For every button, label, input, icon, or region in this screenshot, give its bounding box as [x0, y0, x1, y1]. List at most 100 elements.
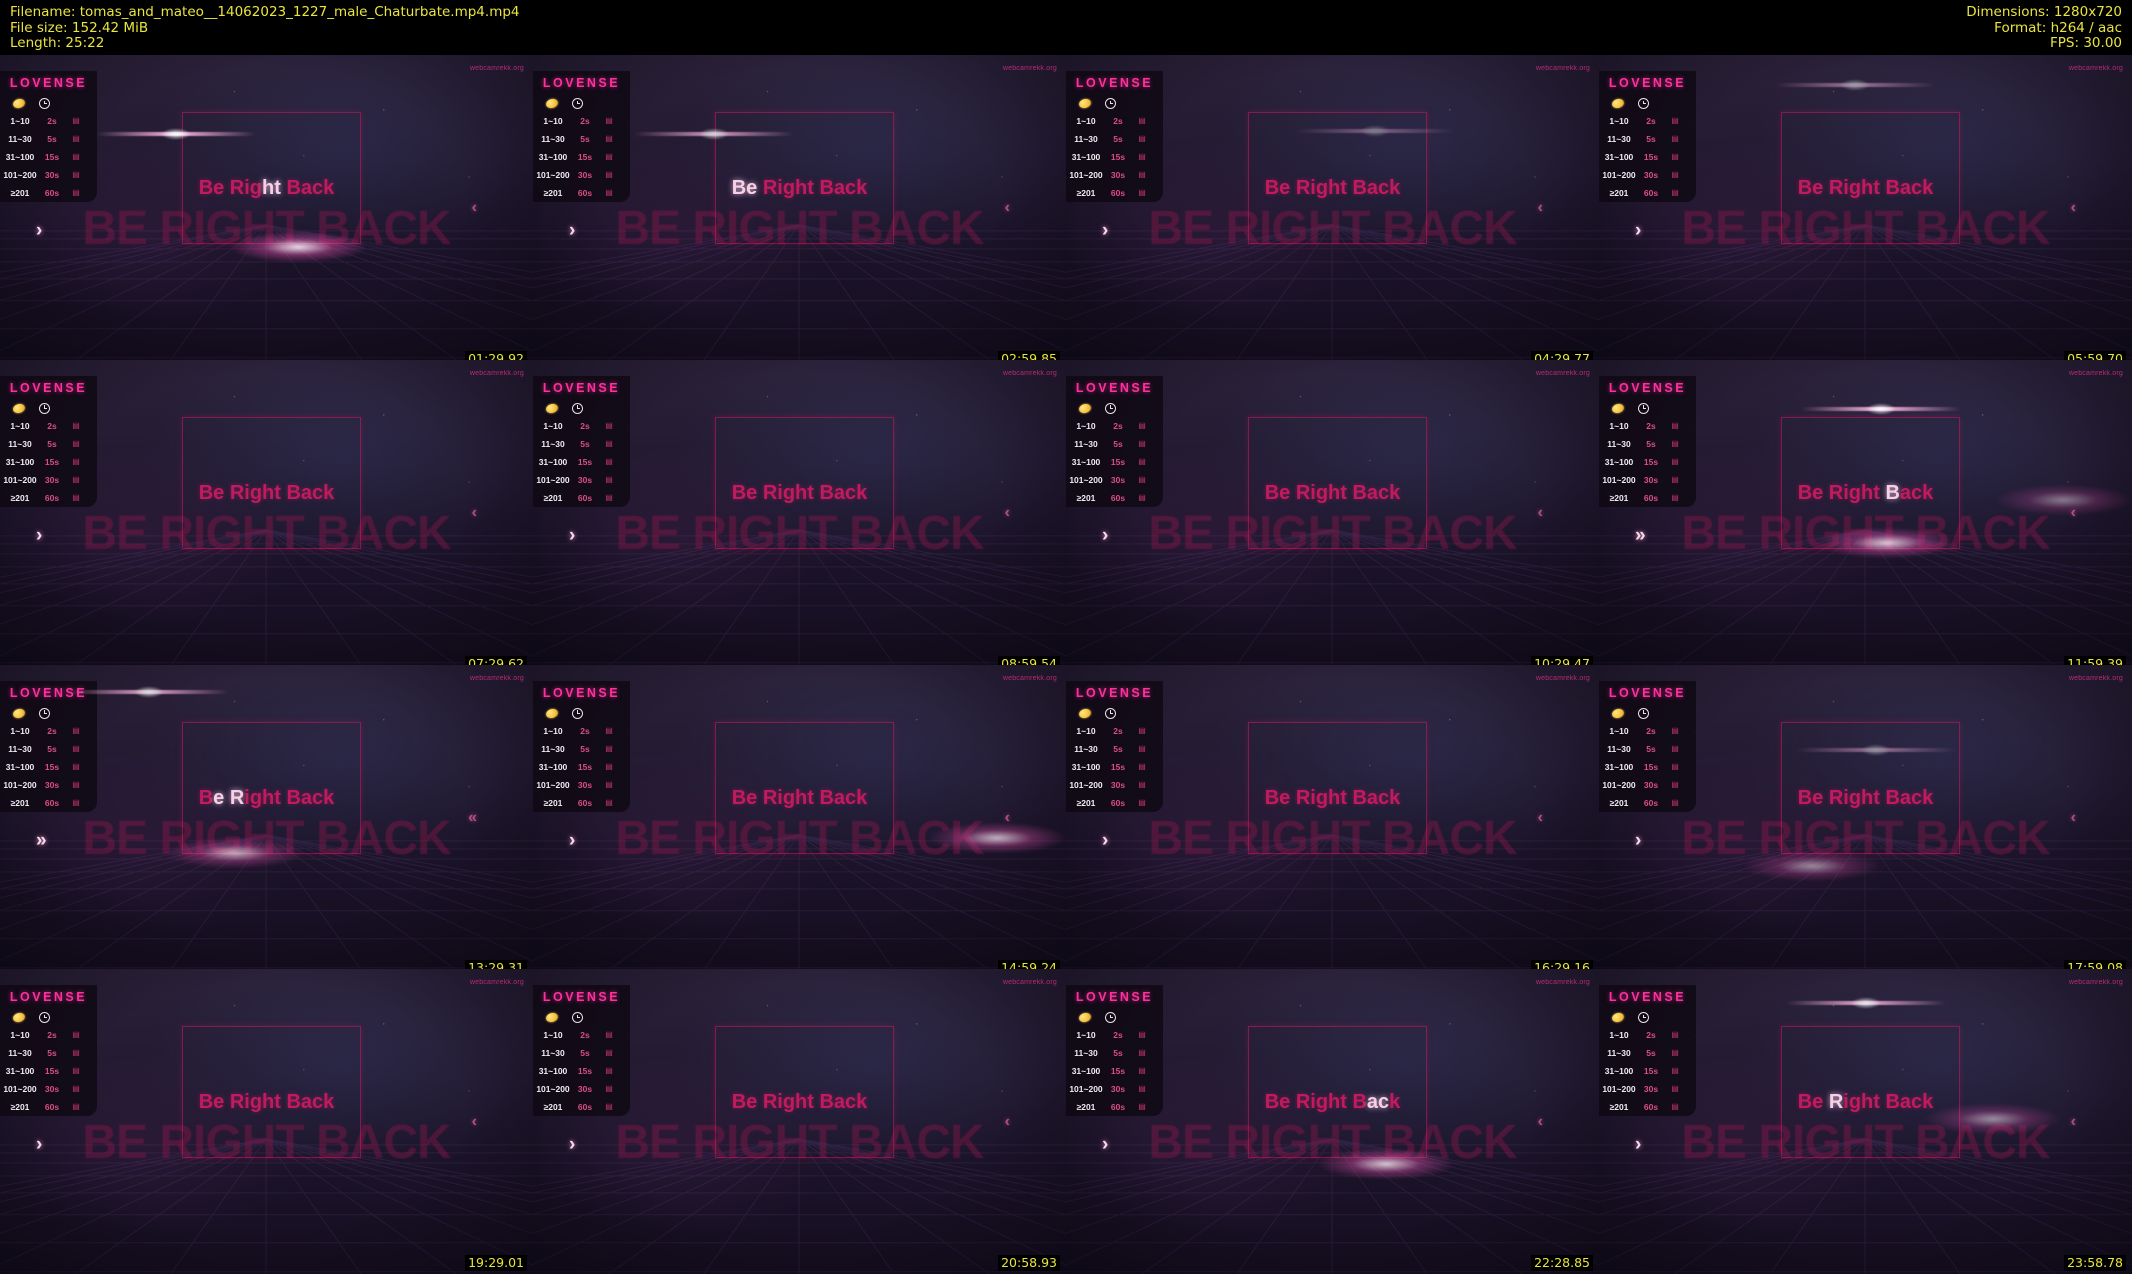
vibration-duration: 5s — [1113, 438, 1123, 449]
menu-icon: ▤ — [1671, 761, 1679, 771]
token-range: 101~200 — [1069, 474, 1103, 485]
coin-icon — [1611, 402, 1625, 415]
vibration-duration: 15s — [1643, 761, 1659, 772]
token-range: 31~100 — [1604, 456, 1634, 467]
vibration-duration: 5s — [580, 743, 590, 754]
tip-menu-row: 1~10 2s ▤ — [1066, 722, 1163, 740]
lens-flare-streak — [1796, 747, 1957, 752]
clock-icon — [1638, 707, 1649, 719]
lens-flare-streak — [95, 132, 256, 137]
menu-icon: ▤ — [605, 134, 613, 143]
token-range: ≥201 — [1609, 797, 1629, 808]
token-range: 31~100 — [1071, 1066, 1101, 1077]
lens-flare-glow — [1315, 1148, 1456, 1181]
tip-menu-rows: 1~10 2s ▤ 11~30 5s ▤ 31~100 15s ▤ 101~200 30s ▤ ≥201… — [1066, 722, 1163, 812]
tip-menu-row: ≥201 60s ▤ — [533, 489, 630, 507]
vibration-duration: 60s — [1643, 1102, 1659, 1113]
menu-icon: ▤ — [605, 1102, 613, 1112]
lovense-tip-menu: LOVENSE 1~10 2s ▤ 11~30 5s ▤ 31~100 15s ▤ 101~200… — [1066, 680, 1163, 812]
token-range: 101~200 — [1602, 170, 1636, 180]
token-range: ≥201 — [1076, 492, 1096, 503]
coin-icon — [545, 707, 559, 719]
vibration-duration: 2s — [1113, 420, 1123, 431]
lens-flare-glow — [164, 837, 305, 870]
vibration-duration: 2s — [580, 420, 590, 431]
lens-flare-streak — [1774, 83, 1935, 88]
vibration-duration: 30s — [44, 170, 60, 180]
lovense-logo: LOVENSE — [1075, 380, 1154, 395]
menu-icon: ▤ — [72, 420, 80, 430]
thumbnail-grid: BE RIGHT BACK Be Right Back LOVENSE 1~10… — [0, 55, 2132, 1274]
menu-icon: ▤ — [72, 188, 80, 197]
token-range: 101~200 — [3, 170, 37, 180]
vibration-duration: 2s — [1646, 420, 1656, 431]
lens-flare-streak — [69, 689, 230, 694]
lovense-logo: LOVENSE — [1075, 76, 1154, 90]
tip-menu-row: 11~30 5s ▤ — [0, 1044, 97, 1062]
tip-menu-rows: 1~10 2s ▤ 11~30 5s ▤ 31~100 15s ▤ 101~200 30s ▤ ≥201… — [0, 1026, 97, 1116]
video-thumbnail: BE RIGHT BACK Be Right Back LOVENSE 1~10… — [533, 55, 1066, 360]
lens-flare-streak — [1295, 129, 1456, 134]
vibration-duration: 15s — [44, 1066, 60, 1077]
token-range: 11~30 — [541, 743, 565, 754]
vibration-duration: 60s — [44, 1102, 60, 1113]
tip-menu-row: 1~10 2s ▤ — [533, 417, 630, 435]
tip-menu-row: 11~30 5s ▤ — [1599, 130, 1696, 148]
token-range: 1~10 — [1076, 725, 1096, 736]
token-range: ≥201 — [10, 797, 30, 808]
tip-menu-row: 101~200 30s ▤ — [1599, 166, 1696, 184]
brb-backdrop-text: BE RIGHT BACK — [1148, 202, 1517, 255]
tip-menu-row: 101~200 30s ▤ — [1599, 776, 1696, 794]
menu-icon: ▤ — [1138, 761, 1146, 771]
token-range: 1~10 — [10, 116, 30, 126]
brb-backdrop-text: BE RIGHT BACK — [1681, 202, 2050, 255]
brb-frame — [715, 416, 894, 549]
brb-frame — [715, 721, 894, 854]
lovense-tip-menu: LOVENSE 1~10 2s ▤ 11~30 5s ▤ 31~100 15s ▤ 101~200… — [0, 375, 97, 507]
tip-menu-row: 11~30 5s ▤ — [533, 1044, 630, 1062]
token-range: 101~200 — [1069, 1084, 1103, 1095]
brb-frame — [1248, 416, 1427, 549]
coin-icon — [545, 402, 559, 415]
tip-menu-row: 101~200 30s ▤ — [533, 471, 630, 489]
brb-text: Be Right Back — [198, 786, 335, 809]
tip-menu-row: 101~200 30s ▤ — [1066, 1080, 1163, 1098]
watermark: webcamrekk.org — [2068, 979, 2123, 987]
brb-text: Be Right Back — [731, 481, 868, 504]
clock-icon — [39, 402, 50, 414]
token-range: 1~10 — [1076, 420, 1096, 431]
tip-menu-row: ≥201 60s ▤ — [1599, 1098, 1696, 1116]
token-range: 1~10 — [543, 116, 563, 126]
menu-icon: ▤ — [72, 474, 80, 484]
menu-icon: ▤ — [72, 1102, 80, 1112]
watermark: webcamrekk.org — [1002, 369, 1057, 377]
vibration-duration: 15s — [1643, 152, 1659, 162]
timestamp: 14:59.24 — [998, 960, 1060, 970]
token-range: 31~100 — [1604, 152, 1634, 162]
coin-icon — [12, 402, 26, 415]
chevron-left-icon: « — [468, 808, 477, 826]
tip-menu-row: 1~10 2s ▤ — [533, 722, 630, 740]
lovense-logo: LOVENSE — [1608, 990, 1687, 1005]
chevron-left-icon: ‹ — [1004, 808, 1010, 826]
vibration-duration: 15s — [44, 456, 60, 467]
token-range: 101~200 — [3, 474, 37, 485]
token-range: 101~200 — [536, 1084, 570, 1095]
fps-text: FPS: 30.00 — [2050, 35, 2122, 51]
token-range: 31~100 — [538, 1066, 568, 1077]
menu-icon: ▤ — [605, 1084, 613, 1094]
token-range: 11~30 — [8, 1048, 32, 1059]
menu-icon: ▤ — [605, 492, 613, 502]
watermark: webcamrekk.org — [469, 979, 524, 987]
token-range: 1~10 — [543, 725, 563, 736]
tip-menu-row: 11~30 5s ▤ — [533, 130, 630, 148]
lovense-tip-menu: LOVENSE 1~10 2s ▤ 11~30 5s ▤ 31~100 15s ▤ 101~200… — [0, 985, 97, 1117]
chevron-left-icon: ‹ — [1537, 503, 1543, 521]
tip-menu-row: 101~200 30s ▤ — [0, 776, 97, 794]
token-range: ≥201 — [1609, 492, 1629, 503]
tip-menu-header — [533, 707, 630, 721]
chevron-left-icon: ‹ — [471, 1113, 477, 1131]
vibration-duration: 5s — [1113, 743, 1123, 754]
coin-icon — [1078, 402, 1092, 415]
timestamp: 08:59.54 — [998, 655, 1060, 665]
